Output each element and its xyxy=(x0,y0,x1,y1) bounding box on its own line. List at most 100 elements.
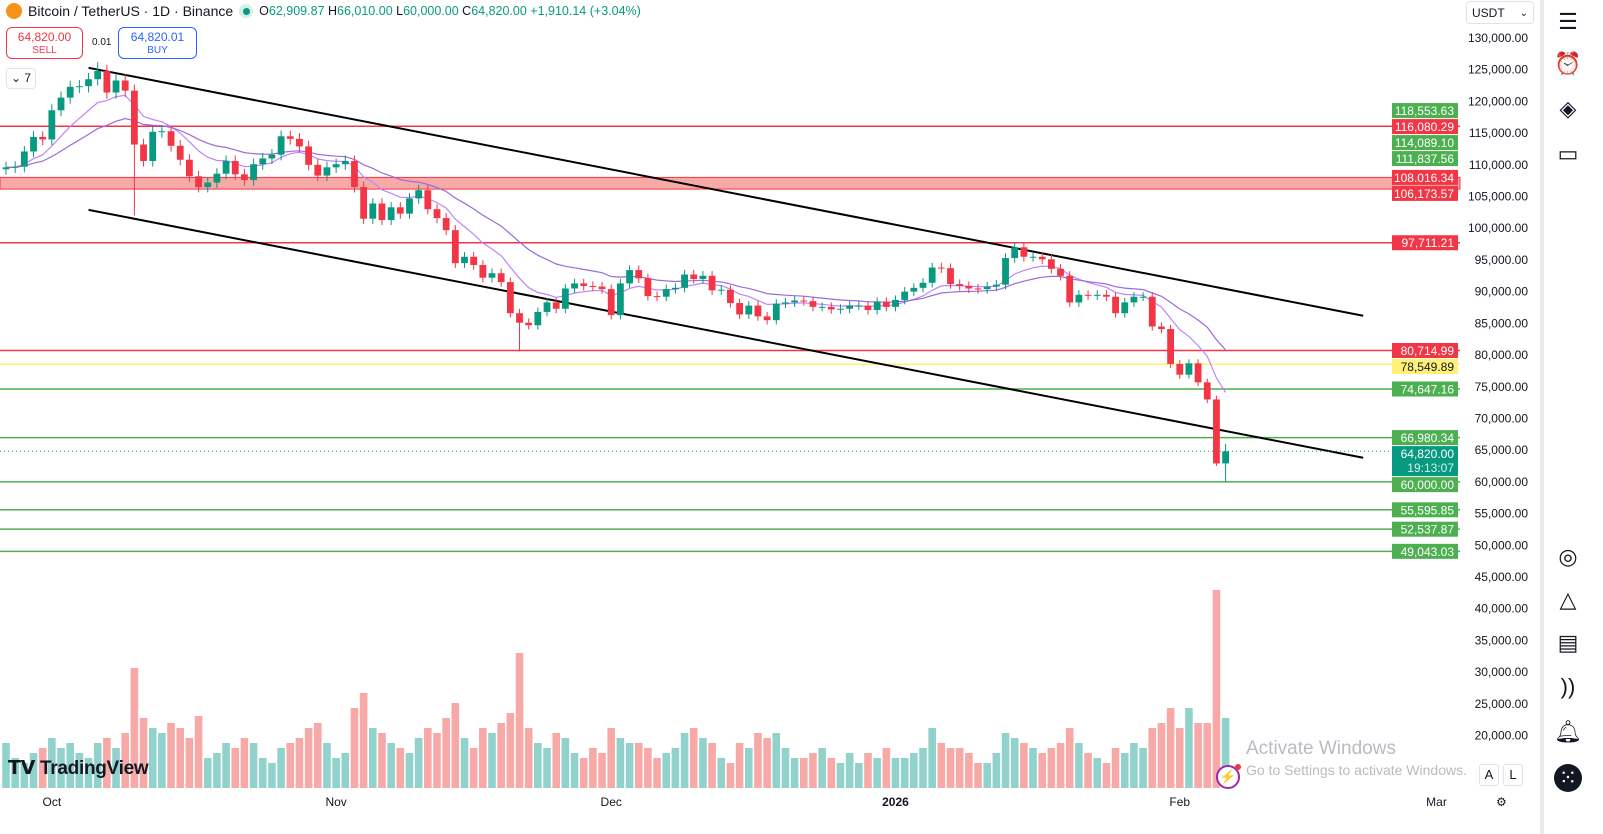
candle-body xyxy=(250,164,257,181)
candle xyxy=(1148,292,1156,331)
candle-body xyxy=(901,291,909,300)
volume-bar xyxy=(708,743,716,788)
candle xyxy=(937,262,945,273)
apps-grid-icon[interactable]: ⁙ xyxy=(1554,764,1582,792)
time-axis-tick: Dec xyxy=(601,795,622,809)
volume-bar xyxy=(433,733,441,788)
sell-button[interactable]: 64,820.00 SELL xyxy=(6,27,83,59)
candle-body xyxy=(534,311,542,326)
candle-body xyxy=(2,167,10,170)
volume-bar xyxy=(992,753,1001,788)
candle-body xyxy=(121,80,129,91)
price-axis-tick: 80,000.00 xyxy=(1475,348,1529,362)
layers-icon[interactable]: ◈ xyxy=(1559,96,1577,121)
price-axis-tick: 105,000.00 xyxy=(1468,190,1528,204)
candle xyxy=(314,159,322,182)
volume-bar xyxy=(48,738,56,788)
price-axis-tick: 100,000.00 xyxy=(1468,221,1528,235)
streams-icon[interactable]: )) xyxy=(1560,674,1576,699)
candle-body xyxy=(699,275,707,279)
candle xyxy=(112,74,120,99)
candle xyxy=(351,155,358,193)
candle-body xyxy=(1057,268,1064,276)
candle xyxy=(1047,254,1055,274)
volume-bar xyxy=(103,738,111,788)
price-axis-tick: 30,000.00 xyxy=(1475,665,1529,679)
candle-body xyxy=(1112,296,1119,314)
candle xyxy=(919,278,927,293)
candle xyxy=(626,265,633,289)
candle-body xyxy=(85,79,92,87)
chat-icon[interactable]: ▭ xyxy=(1557,141,1579,166)
candle xyxy=(396,202,404,219)
volume-bar xyxy=(1130,743,1138,788)
candle-body xyxy=(800,300,808,302)
candle-body xyxy=(1020,247,1028,257)
candle xyxy=(772,299,780,325)
sell-label: SELL xyxy=(32,45,57,56)
watchlist-icon[interactable]: ☰ xyxy=(1558,9,1578,34)
price-level-tag: 78,549.89 xyxy=(1401,360,1455,374)
volume-bar xyxy=(75,753,84,788)
volume-bar xyxy=(974,763,982,788)
buy-button[interactable]: 64,820.01 BUY xyxy=(118,27,197,59)
volume-bar xyxy=(130,668,139,788)
candle xyxy=(1084,290,1092,300)
candle-body xyxy=(11,166,19,168)
candle xyxy=(873,297,881,315)
auto-scale-button[interactable]: A xyxy=(1479,764,1499,786)
volume-bar xyxy=(644,748,652,788)
price-axis-tick: 55,000.00 xyxy=(1475,507,1529,521)
candle xyxy=(479,260,487,283)
log-scale-button[interactable]: L xyxy=(1503,764,1523,786)
candle-body xyxy=(351,161,358,188)
candle-body xyxy=(892,299,899,307)
alarm-clock-icon[interactable]: ⏰ xyxy=(1554,51,1582,76)
candle-body xyxy=(745,305,753,315)
lightning-icon[interactable]: ⚡ xyxy=(1216,764,1241,789)
candle-body xyxy=(992,284,1000,287)
volume-bar xyxy=(579,758,588,788)
volume-bar xyxy=(11,758,19,788)
currency-select[interactable]: USDT ⌄ xyxy=(1466,1,1534,24)
price-chart[interactable]: 130,000.00 125,000.00 120,000.00 115,000.00… xyxy=(0,0,1540,834)
tradingview-logo[interactable]: 𝗧𝗩 TradingView xyxy=(8,757,149,780)
candle xyxy=(167,125,175,152)
candle-body xyxy=(809,301,817,307)
volume-bar xyxy=(928,728,936,788)
candle-body xyxy=(736,303,743,315)
candle xyxy=(947,263,954,289)
price-level-tag-bg xyxy=(1392,521,1458,537)
volume-bar xyxy=(20,763,29,788)
candle-body xyxy=(286,136,294,139)
candle xyxy=(277,130,285,161)
volume-bar xyxy=(378,733,386,788)
volume-bar xyxy=(258,758,267,788)
ideas-icon[interactable]: △ xyxy=(1559,587,1577,612)
volume-bar xyxy=(616,738,625,788)
indicators-count: 7 xyxy=(24,71,32,85)
candle xyxy=(662,284,670,302)
price-level-tag-bg xyxy=(1392,343,1458,359)
settings-icon[interactable]: ⚙ xyxy=(1496,795,1507,809)
volume-bar xyxy=(1029,748,1037,788)
volume-bar xyxy=(965,753,973,788)
candle xyxy=(616,278,624,320)
candle xyxy=(433,203,441,224)
candle xyxy=(589,281,597,292)
candle xyxy=(782,297,789,309)
bell-icon[interactable]: 🔔︎ xyxy=(1554,719,1582,744)
candle xyxy=(488,268,496,283)
indicators-toggle[interactable]: ⌄ 7 xyxy=(6,68,36,89)
candle xyxy=(286,130,294,145)
candle-body xyxy=(1148,296,1156,327)
calendar-icon[interactable]: ▤ xyxy=(1557,630,1579,655)
candle-body xyxy=(791,300,799,303)
candle-body xyxy=(30,136,37,152)
candle xyxy=(30,131,37,158)
symbol-title[interactable]: Bitcoin / TetherUS · 1D · Binance xyxy=(28,3,234,19)
low-value: 60,000.00 xyxy=(403,4,459,18)
candle-body xyxy=(497,273,505,283)
volume-bar xyxy=(66,743,74,788)
target-icon[interactable]: ◎ xyxy=(1558,544,1578,569)
